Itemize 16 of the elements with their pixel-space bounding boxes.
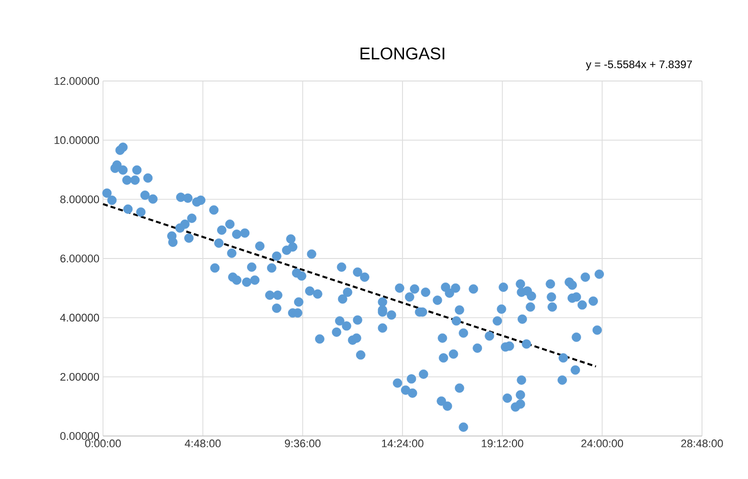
y-tick-label: 6.00000 (60, 254, 100, 262)
x-tick-label: 0:00:00 (85, 440, 121, 448)
y-tick-label: 4.00000 (60, 314, 100, 322)
y-tick-label: 2.00000 (60, 372, 100, 381)
y-tick-label: 12.00000 (54, 77, 100, 85)
x-tick-label: 19:12:00 (482, 440, 524, 448)
y-tick-label: 8.00000 (60, 195, 100, 204)
chart-title: ELONGASI (360, 48, 444, 60)
x-tick-label: 9:36:00 (284, 440, 321, 448)
x-tick-label: 4:48:00 (184, 440, 221, 448)
x-tick-label: 14:24:00 (382, 440, 424, 448)
y-tick-label: 10.00000 (54, 136, 100, 144)
text: y = -5.5584x + 7.8397 (586, 60, 692, 70)
x-tick-label: 24:00:00 (581, 440, 624, 448)
y-tick-label: 0.00000 (60, 432, 100, 440)
x-tick-label: 28:48:00 (681, 440, 723, 448)
